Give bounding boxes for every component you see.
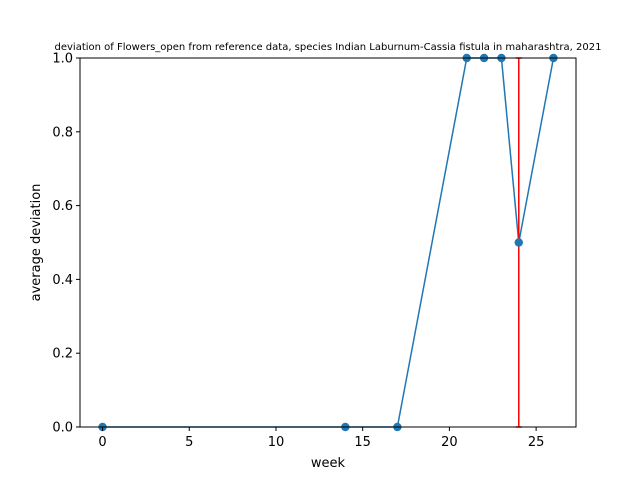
y-axis-ticks: 0.0 0.2 0.4 0.6 0.8 1.0 [52,52,80,436]
y-tick-label: 0.2 [52,347,73,362]
x-tick-label: 25 [528,435,545,450]
y-tick-label: 0.0 [52,421,73,436]
plot-frame [79,57,577,428]
y-tick-label: 0.4 [52,273,73,288]
x-axis-ticks: 0 5 10 15 20 25 [98,427,544,450]
y-tick-label: 1.0 [52,52,73,67]
x-tick-label: 15 [354,435,371,450]
plot-area [98,53,558,432]
x-tick-label: 5 [185,435,193,450]
series-line [102,57,555,428]
y-tick-label: 0.6 [52,199,73,214]
x-tick-label: 10 [268,435,285,450]
x-tick-label: 0 [98,435,106,450]
y-tick-label: 0.8 [52,125,73,140]
x-axis-label: week [311,456,346,471]
y-axis-label: average deviation [29,184,44,302]
x-tick-label: 20 [441,435,458,450]
data-point [514,238,523,247]
chart-title: deviation of Flowers_open from reference… [55,42,602,53]
